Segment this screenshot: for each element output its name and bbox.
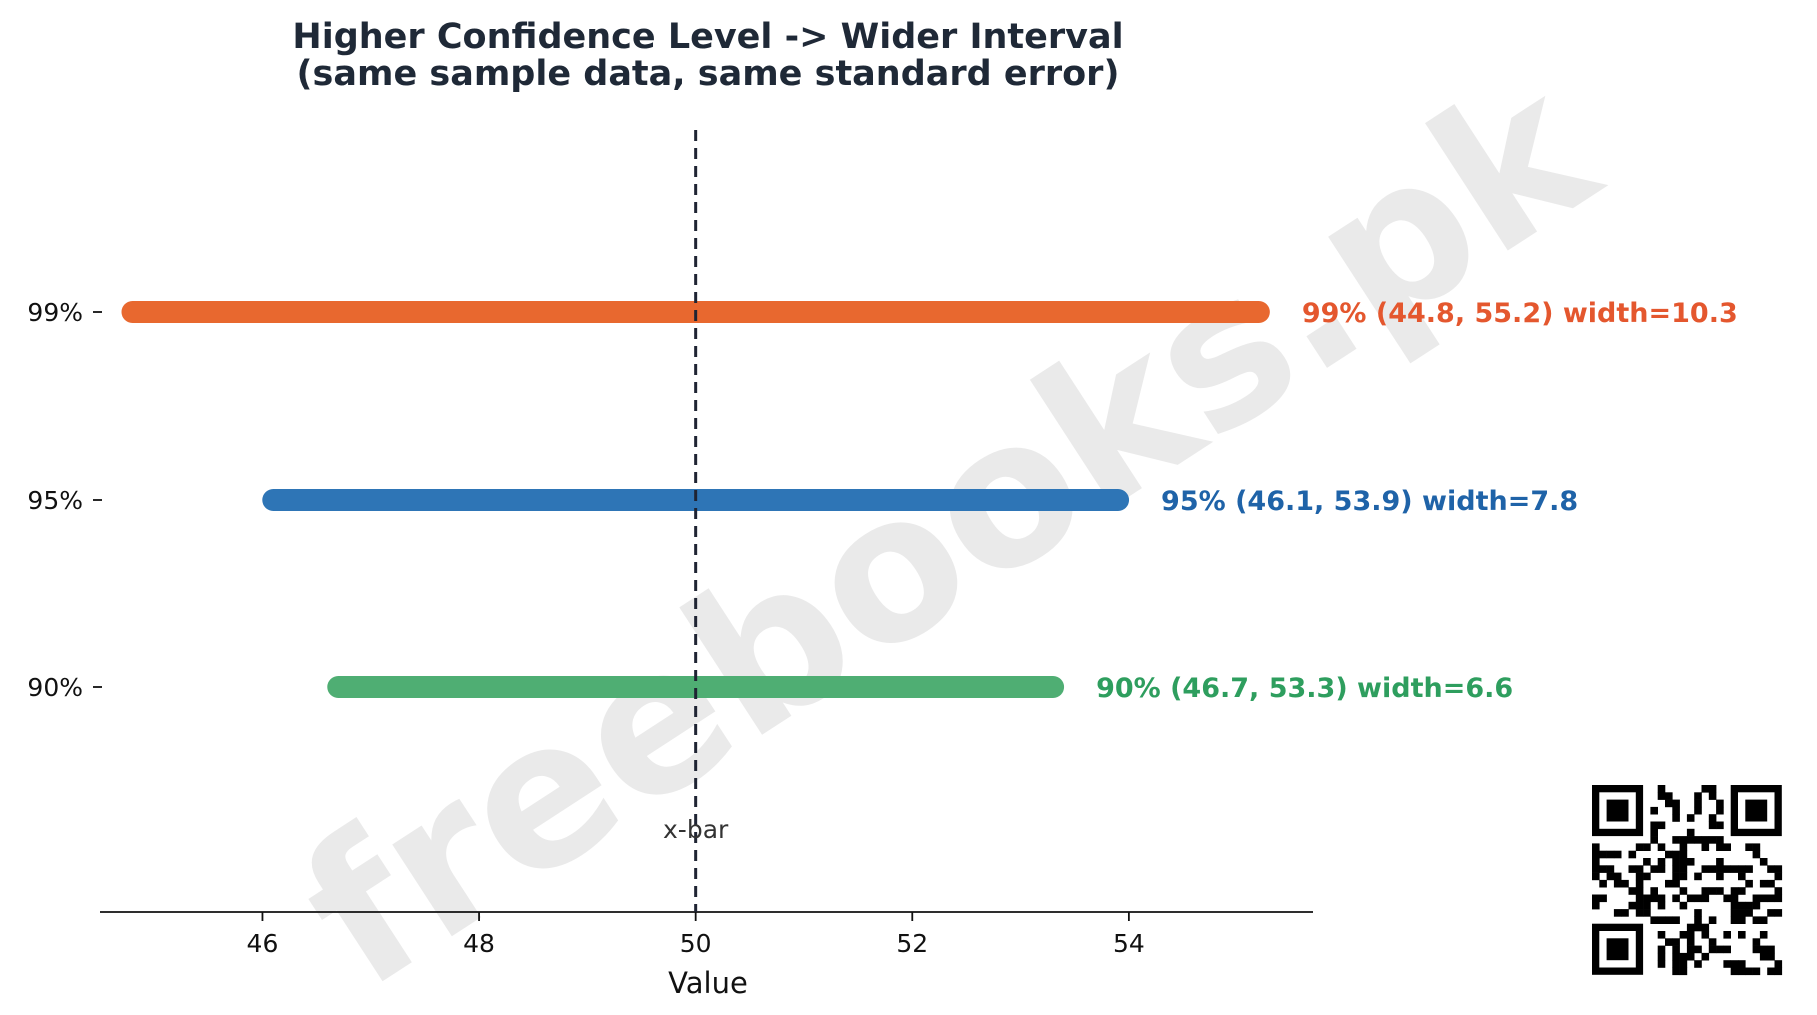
interval-label-95: 95% (46.1, 53.9) width=7.8 xyxy=(1161,486,1578,517)
chart-subtitle: (same sample data, same standard error) xyxy=(297,54,1120,94)
qr-code-icon xyxy=(1588,781,1786,979)
watermark-text: freebooks.pk xyxy=(264,30,1635,1015)
interval-labels: 99% (44.8, 55.2) width=10.3 95% (46.1, 53… xyxy=(1096,298,1738,704)
x-tick-label: 46 xyxy=(247,929,279,958)
y-tick-label: 90% xyxy=(27,673,83,702)
interval-label-99: 99% (44.8, 55.2) width=10.3 xyxy=(1302,298,1738,329)
x-tick-label: 52 xyxy=(896,929,928,958)
watermark: freebooks.pk xyxy=(264,30,1635,1015)
x-axis: 46 48 50 52 54 xyxy=(100,911,1313,958)
chart-title: Higher Confidence Level -> Wider Interva… xyxy=(292,17,1123,57)
x-tick-label: 54 xyxy=(1113,929,1145,958)
x-bar-label: x-bar xyxy=(663,815,729,844)
y-axis: 99% 95% 90% xyxy=(27,298,102,702)
reference-line-group: x-bar xyxy=(663,130,729,912)
x-tick-label: 50 xyxy=(680,929,712,958)
x-axis-label: Value xyxy=(668,966,748,1000)
x-tick-label: 48 xyxy=(463,929,495,958)
y-tick-label: 95% xyxy=(27,486,83,515)
y-tick-label: 99% xyxy=(27,298,83,327)
interval-label-90: 90% (46.7, 53.3) width=6.6 xyxy=(1096,673,1513,704)
